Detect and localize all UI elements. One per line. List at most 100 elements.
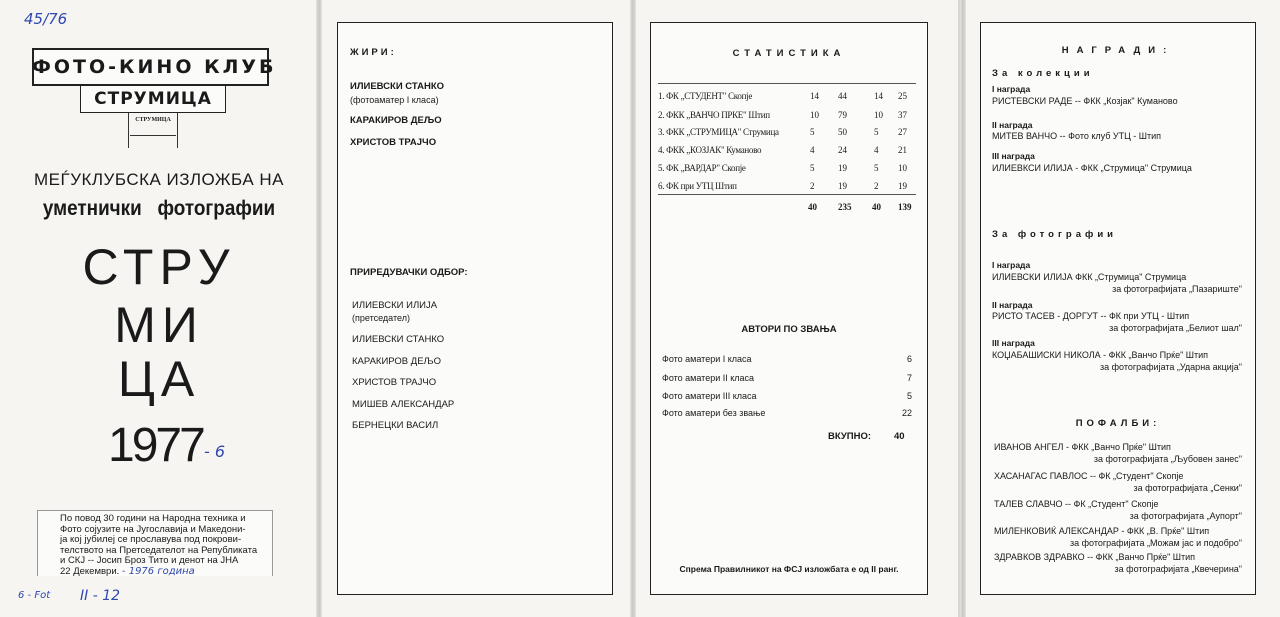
- stat-value-cell: 24: [838, 145, 847, 155]
- jury-member: ХРИСТОВ ТРАЈЧО: [350, 137, 437, 148]
- dedication-line: телството на Претседателот на Републикат…: [60, 544, 258, 556]
- jury-member: ИЛИЕВСКИ СТАНКО: [350, 81, 445, 92]
- stat-value-cell: 5: [874, 163, 879, 173]
- stat-value-cell: 19: [898, 181, 907, 191]
- committee-member: ХРИСТОВ ТРАЈЧО: [352, 377, 437, 388]
- stat-value-cell: 2: [810, 181, 815, 191]
- total-cell: 40: [872, 202, 881, 212]
- praise-winner: ЗДРАВКОВ ЗДРАВКО -- ФКК „Ванчо Прќе" Шти…: [994, 552, 1196, 562]
- club-name-cell: 3. ФКК „СТРУМИЦА" Струмица: [658, 127, 779, 137]
- committee-member: ИЛИЕВСКИ ИЛИЈА: [352, 300, 438, 311]
- award-winner: РИСТО ТАСЕВ - ДОРГУТ -- ФК при УТЦ - Шти…: [992, 311, 1190, 321]
- praise-winner: ИВАНОВ АНГЕЛ - ФКК „Ванчо Прќе" Штип: [994, 442, 1171, 452]
- committee-member: МИШЕВ АЛЕКСАНДАР: [352, 399, 455, 410]
- jury-member: КАРАКИРОВ ДЕЉО: [350, 115, 442, 126]
- stat-value-cell: 5: [810, 163, 815, 173]
- award-rank: I награда: [992, 84, 1031, 94]
- awards-panel: НАГРАДИ: За колекции I награда РИСТЕВСКИ …: [966, 0, 1280, 617]
- statistics-title: СТАТИСТИКА: [732, 48, 846, 59]
- stat-value-cell: 44: [838, 91, 847, 101]
- year: 1977: [108, 419, 206, 472]
- total-cell: 40: [808, 202, 817, 212]
- jury-member-note: (фотоаматер I класа): [350, 95, 439, 105]
- handwritten-note: - 1976 година: [121, 565, 195, 577]
- stat-value-cell: 19: [838, 181, 847, 191]
- dedication-line: 22 Декември.: [60, 565, 120, 577]
- statistics-box: [650, 22, 928, 595]
- club-name-cell: 1. ФК „СТУДЕНТ" Скопје: [658, 91, 753, 101]
- club-name-cell: 2. ФКК „ВАНЧО ПРКЕ" Штип: [658, 110, 770, 120]
- committee-member: ИЛИЕВСКИ СТАНКО: [352, 334, 445, 345]
- stat-value-cell: 4: [874, 145, 879, 155]
- jury-box: [337, 22, 613, 595]
- statistics-row: 3. ФКК „СТРУМИЦА" Струмица 5 50 5 27: [658, 127, 916, 139]
- author-category: Фото аматери II класа: [662, 373, 755, 383]
- club-name-cell: 6. ФК при УТЦ Штип: [658, 181, 737, 191]
- stat-value-cell: 10: [874, 110, 883, 120]
- jury-title: ЖИРИ:: [350, 47, 397, 58]
- authors-total-label: ВКУПНО:: [828, 431, 872, 442]
- author-category: Фото аматери I класа: [662, 354, 752, 364]
- handwritten-year-suffix: - 6: [204, 442, 226, 461]
- committee-member: КАРАКИРОВ ДЕЉО: [352, 356, 441, 367]
- handwritten-bottom-mid: II - 12: [80, 588, 121, 604]
- stat-value-cell: 21: [898, 145, 907, 155]
- award-winner: ИЛИЕВКСИ ИЛИЈА - ФКК „Струмица" Струмица: [992, 163, 1192, 173]
- collections-title: За колекции: [992, 68, 1094, 79]
- praise-photo-title: за фотографијата „Аупорт": [1129, 511, 1242, 521]
- author-count: 7: [906, 373, 912, 383]
- award-rank: II награда: [992, 300, 1033, 310]
- praise-photo-title: за фотографијата „Љубовен занес": [1093, 454, 1242, 464]
- fold: [960, 0, 966, 617]
- statistics-panel: СТАТИСТИКА 1. ФК „СТУДЕНТ" Скопје 14 44 14 2…: [636, 0, 958, 617]
- authors-title: АВТОРИ ПО ЗВАЊА: [741, 324, 837, 335]
- author-count: 22: [901, 408, 912, 418]
- praise-winner: МИЛЕНКОВИЌ АЛЕКСАНДАР - ФКК „В. Прќе" Шт…: [994, 526, 1210, 536]
- awards-box: [980, 22, 1256, 595]
- praise-title: ПОФАЛБИ:: [1075, 418, 1161, 429]
- club-name-box: [32, 48, 269, 86]
- committee-member-note: (претседател): [352, 313, 410, 323]
- fold: [316, 0, 322, 617]
- stat-value-cell: 4: [810, 145, 815, 155]
- awards-title: НАГРАДИ:: [1061, 45, 1175, 56]
- stat-value-cell: 2: [874, 181, 879, 191]
- club-city-box: [80, 86, 226, 113]
- club-name: ФОТО-КИНО КЛУБ: [32, 56, 277, 78]
- total-cell: 139: [898, 202, 912, 212]
- dedication-line: ја кој јубилеј се прославува под покрови…: [60, 534, 242, 546]
- author-category: Фото аматери III класа: [662, 391, 757, 401]
- author-category: Фото аматери без звање: [662, 408, 766, 418]
- statistics-totals-row: 40 235 40 139: [658, 202, 916, 214]
- photos-title: За фотографии: [992, 229, 1117, 240]
- praise-photo-title: за фотографијата „Сенки": [1133, 483, 1242, 493]
- statistics-row: 4. ФКК „КОЗЈАК" Куманово 4 24 4 21: [658, 145, 916, 157]
- table-top-rule: [658, 83, 916, 84]
- club-logo-small-text: СТРУМИЦА: [135, 117, 171, 123]
- stat-value-cell: 5: [810, 127, 815, 137]
- award-rank: II награда: [992, 120, 1033, 130]
- club-city: СТРУМИЦА: [94, 89, 212, 109]
- award-winner: МИТЕВ ВАНЧО -- Фото клуб УТЦ - Штип: [992, 131, 1162, 141]
- statistics-row: 6. ФК при УТЦ Штип 2 19 2 19: [658, 181, 916, 193]
- dedication-line: По повод 30 години на Народна техника и: [60, 513, 246, 524]
- logo-stand: [128, 113, 178, 148]
- stat-value-cell: 27: [898, 127, 907, 137]
- statistics-row: 1. ФК „СТУДЕНТ" Скопје 14 44 14 25: [658, 91, 916, 103]
- award-photo-title: за фотографијата „Пазариште": [1112, 284, 1242, 294]
- award-winner: РИСТЕВСКИ РАДЕ -- ФКК „Козјак" Куманово: [992, 96, 1178, 106]
- club-name-cell: 5. ФК „ВАРДАР" Скопје: [658, 163, 746, 173]
- city-line-2: МИ: [114, 297, 204, 353]
- stat-value-cell: 14: [810, 91, 819, 101]
- total-cell: 235: [838, 202, 852, 212]
- stat-value-cell: 50: [838, 127, 847, 137]
- fold: [630, 0, 636, 617]
- author-count: 5: [906, 391, 912, 401]
- award-rank: III награда: [992, 338, 1035, 348]
- handwritten-bottom-left: 6 - Fot: [18, 590, 51, 601]
- rank-footer: Спрема Правилникот на ФСЈ изложбата е од…: [679, 564, 899, 574]
- city-line-1: СТРУ: [82, 239, 236, 295]
- exhibition-subtitle-bold: уметнички фотографии: [42, 197, 276, 220]
- praise-photo-title: за фотографијата „Можам јас и подобро": [1070, 538, 1242, 548]
- dedication-line: и СКЈ -- Јосип Броз Тито и денот на ЈНА: [60, 555, 239, 567]
